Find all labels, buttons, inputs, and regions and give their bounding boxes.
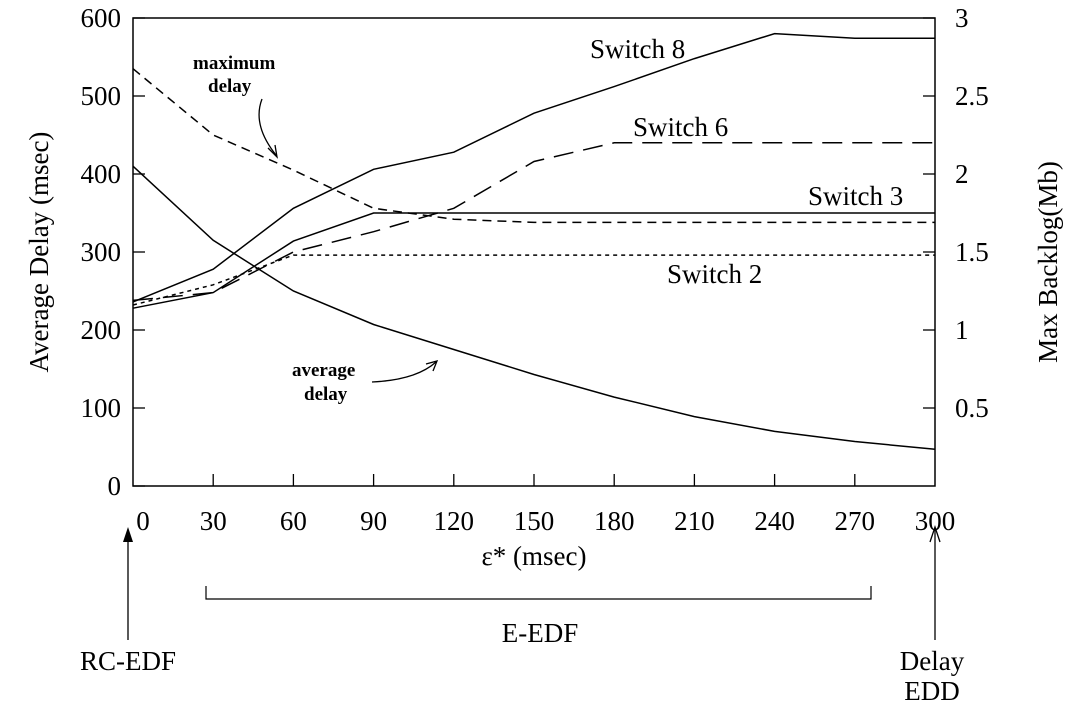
right-tick-label: 3 — [955, 3, 969, 33]
left-tick-label: 500 — [81, 81, 122, 111]
left-tick-label: 600 — [81, 3, 122, 33]
right-tick-label: 0.5 — [955, 393, 989, 423]
e-edf-bracket — [205, 586, 872, 600]
left-tick-label: 400 — [81, 159, 122, 189]
max-delay-arrow — [258, 98, 277, 156]
plot-frame — [132, 17, 936, 487]
x-tick-label: 0 — [136, 506, 150, 536]
x-tick-label: 210 — [674, 506, 715, 536]
avg-delay-label-line1: average — [292, 360, 355, 381]
left-tick-label: 300 — [81, 237, 122, 267]
x-tick-label: 180 — [594, 506, 635, 536]
left-tick-label: 0 — [108, 471, 122, 501]
x-tick-label: 150 — [514, 506, 555, 536]
series-line-switch-6 — [132, 142, 935, 302]
delay-edd-arrowhead — [929, 524, 941, 543]
avg-delay-arrowhead — [425, 360, 439, 372]
x-tick-label: 60 — [280, 506, 307, 536]
right-tick-label: 2.5 — [955, 81, 989, 111]
right-tick-label: 1.5 — [955, 237, 989, 267]
series-line-switch-2 — [132, 254, 935, 306]
rc-edf-arrowhead — [123, 527, 133, 542]
avg-delay-arrow — [371, 361, 437, 383]
left-axis-title: Average Delay (msec) — [24, 132, 54, 373]
left-axis-ticks: 0 100 200 300 400 500 600 — [81, 3, 145, 501]
series-line-average-delay — [132, 165, 936, 451]
series-label-switch8: Switch 8 — [590, 34, 685, 64]
avg-delay-label-line2: delay — [304, 384, 348, 405]
max-delay-label-line2: delay — [208, 76, 252, 97]
rc-edf-label: RC-EDF — [80, 646, 176, 676]
x-tick-label: 240 — [754, 506, 795, 536]
left-tick-label: 200 — [81, 315, 122, 345]
series-line-switch-3 — [132, 212, 935, 309]
right-tick-label: 2 — [955, 159, 969, 189]
series-lines — [132, 32, 936, 451]
series-line-maximum-delay — [132, 68, 935, 224]
series-line-switch-8 — [132, 32, 935, 303]
e-edf-label: E-EDF — [502, 618, 579, 648]
x-tick-label: 120 — [434, 506, 475, 536]
x-axis-ticks: 0 30 60 90 120 150 180 210 240 270 300 — [136, 474, 955, 536]
right-axis-title: Max Backlog(Mb) — [1033, 161, 1063, 363]
series-label-switch6: Switch 6 — [633, 112, 728, 142]
x-axis-title: ε* (msec) — [481, 541, 586, 571]
x-tick-label: 90 — [360, 506, 387, 536]
series-label-switch2: Switch 2 — [667, 259, 762, 289]
left-tick-label: 100 — [81, 393, 122, 423]
right-tick-label: 1 — [955, 315, 969, 345]
x-tick-label: 30 — [200, 506, 227, 536]
max-delay-arrowhead — [267, 144, 278, 159]
x-tick-label: 270 — [835, 506, 876, 536]
delay-edd-label-line2: EDD — [904, 676, 960, 706]
delay-edd-label-line1: Delay — [900, 646, 965, 676]
series-label-switch3: Switch 3 — [808, 181, 903, 211]
right-axis-ticks: 0.5 1 1.5 2 2.5 3 — [923, 3, 989, 423]
max-delay-label-line1: maximum — [193, 53, 276, 74]
